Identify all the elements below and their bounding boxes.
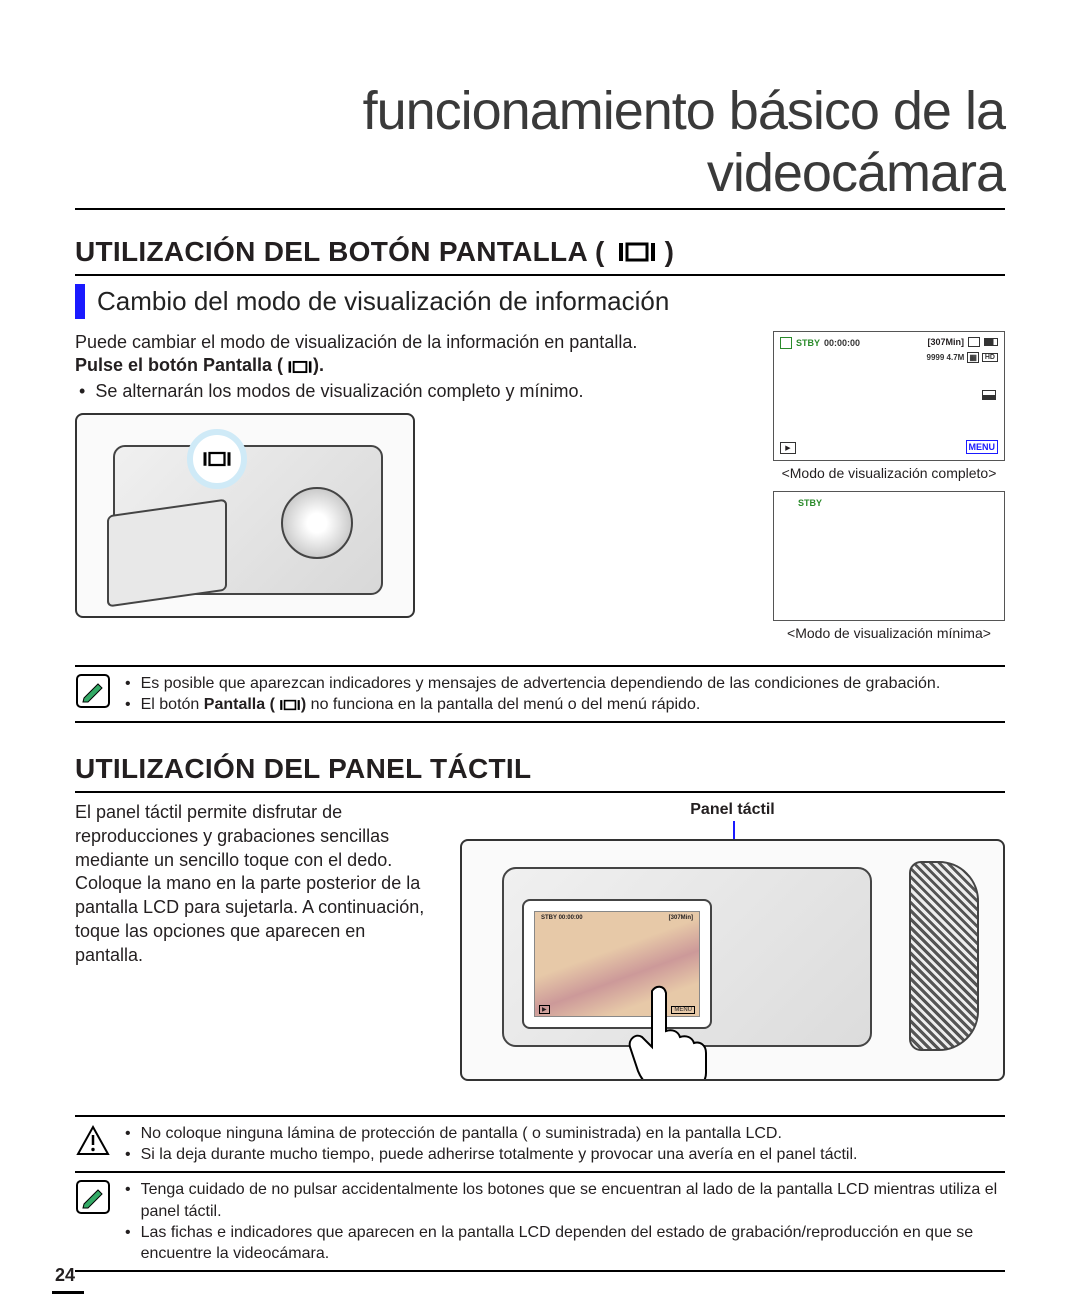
lcd-remain: [307Min] xyxy=(669,915,693,921)
lcd-stby: STBY xyxy=(541,915,557,921)
display-button-icon xyxy=(617,241,657,263)
section-rule xyxy=(75,791,1005,793)
intro-text: Puede cambiar el modo de visualización d… xyxy=(75,331,753,354)
section1-title: UTILIZACIÓN DEL BOTÓN PANTALLA ( ) xyxy=(75,236,1005,268)
instr-post: ). xyxy=(313,355,324,375)
caution-b-text: Si la deja durante mucho tiempo, puede a… xyxy=(141,1144,1005,1165)
resolution-label: 9999 4.7M xyxy=(927,353,965,362)
section-rule xyxy=(75,274,1005,276)
camera-lens xyxy=(281,487,353,559)
note1b-text: El botón Pantalla () no funciona en la p… xyxy=(141,694,1005,715)
note1a-text: Es posible que aparezcan indicadores y m… xyxy=(141,673,1005,694)
thumbnail-icon xyxy=(982,390,996,400)
section2-title: UTILIZACIÓN DEL PANEL TÁCTIL xyxy=(75,753,1005,785)
display-button-icon xyxy=(287,360,313,374)
touch-panel-paragraph: El panel táctil permite disfrutar de rep… xyxy=(75,801,430,967)
touch-panel-figure: Panel táctil STBY 00:00:00 [307Min] MENU xyxy=(460,801,1005,1081)
caution-item: No coloque ninguna lámina de protección … xyxy=(125,1123,1005,1144)
page-title: funcionamiento básico de la videocámara xyxy=(75,80,1005,210)
section-display-button: UTILIZACIÓN DEL BOTÓN PANTALLA ( ) Cambi… xyxy=(75,236,1005,723)
camera-body xyxy=(113,445,383,595)
divider xyxy=(75,1115,1005,1117)
subsection-bar xyxy=(75,284,85,319)
section1-title-suffix: ) xyxy=(665,236,675,268)
play-mode-icon xyxy=(780,442,796,454)
note-item: El botón Pantalla () no funciona en la p… xyxy=(125,694,1005,715)
display-button-highlight xyxy=(187,429,247,489)
camera-illustration xyxy=(75,413,415,618)
page-number-underline xyxy=(52,1291,84,1294)
note-pencil-icon xyxy=(75,673,111,709)
lcd-time: 00:00:00 xyxy=(559,915,583,921)
note-pencil-icon xyxy=(75,1179,111,1215)
section-touch-panel: UTILIZACIÓN DEL PANEL TÁCTIL El panel tá… xyxy=(75,753,1005,1272)
subsection-heading: Cambio del modo de visualización de info… xyxy=(75,284,1005,319)
screen-minimal-display: STBY xyxy=(773,491,1005,621)
note-item: Tenga cuidado de no pulsar accidentalmen… xyxy=(125,1179,1005,1221)
home-icon xyxy=(780,337,792,349)
display-button-icon xyxy=(279,699,301,711)
battery-icon xyxy=(984,338,998,346)
screen-full-display: STBY 00:00:00 [307Min] 9999 4.7M ▦ HD xyxy=(773,331,1005,461)
page-number: 24 xyxy=(55,1265,75,1286)
section1-title-text: UTILIZACIÓN DEL BOTÓN PANTALLA ( xyxy=(75,236,605,268)
instruction-bold: Pulse el botón Pantalla (). xyxy=(75,354,753,377)
lcd-play-icon: ▶ xyxy=(539,1005,550,1014)
hand-pointing-icon xyxy=(622,981,732,1081)
screen2-caption: <Modo de visualización mínima> xyxy=(773,625,1005,641)
divider xyxy=(75,665,1005,667)
camera-lcd xyxy=(107,499,227,608)
bullet-item: Se alternarán los modos de visualización… xyxy=(79,380,753,403)
figure-label: Panel táctil xyxy=(690,801,774,819)
caution-triangle-icon xyxy=(75,1123,111,1159)
hand-strap xyxy=(909,861,979,1051)
stby-label: STBY xyxy=(796,338,820,348)
stby-label: STBY xyxy=(798,498,822,508)
card-icon xyxy=(968,337,980,347)
note-item: Es posible que aparezcan indicadores y m… xyxy=(125,673,1005,694)
instr-pre: Pulse el botón Pantalla ( xyxy=(75,355,283,375)
menu-button: MENU xyxy=(966,440,999,454)
bullet1-text: Se alternarán los modos de visualización… xyxy=(95,380,583,403)
illustration-frame: STBY 00:00:00 [307Min] MENU ▶ xyxy=(460,839,1005,1081)
time-label: 00:00:00 xyxy=(824,338,860,348)
subsection-title: Cambio del modo de visualización de info… xyxy=(97,284,669,319)
hd-badge: HD xyxy=(982,353,998,362)
remain-label: [307Min] xyxy=(927,337,964,347)
caution-item: Si la deja durante mucho tiempo, puede a… xyxy=(125,1144,1005,1165)
note2b-text: Las fichas e indicadores que aparecen en… xyxy=(141,1222,1005,1264)
quality-icon: ▦ xyxy=(967,352,979,363)
divider xyxy=(75,721,1005,723)
screen1-caption: <Modo de visualización completo> xyxy=(773,465,1005,481)
caution-a-text: No coloque ninguna lámina de protección … xyxy=(141,1123,1005,1144)
note-item: Las fichas e indicadores que aparecen en… xyxy=(125,1222,1005,1264)
divider xyxy=(75,1171,1005,1173)
note2a-text: Tenga cuidado de no pulsar accidentalmen… xyxy=(141,1179,1005,1221)
divider xyxy=(75,1270,1005,1272)
